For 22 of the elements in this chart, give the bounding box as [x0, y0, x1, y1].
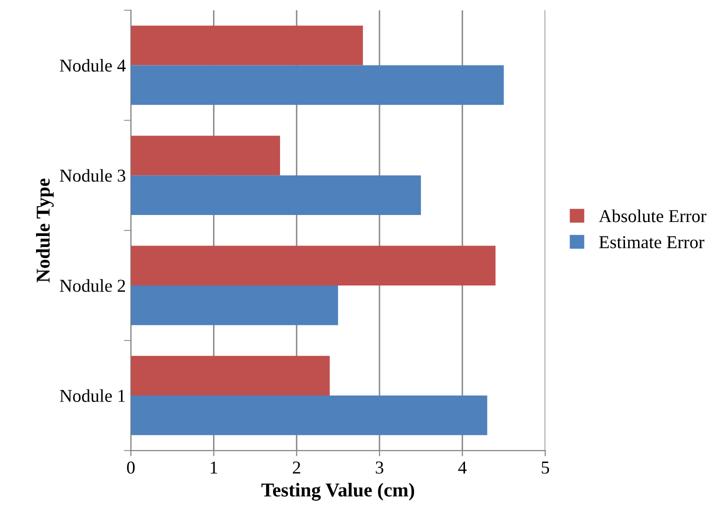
legend-label: Estimate Error [599, 236, 704, 248]
legend-label: Absolute Error [598, 210, 706, 222]
x-tick-label: 1 [210, 462, 218, 474]
bar [130, 175, 421, 215]
y-tick-label: Nodule 4 [60, 59, 126, 72]
x-tick-label: 5 [542, 462, 550, 474]
bar [130, 246, 496, 286]
x-tick-label: 4 [458, 462, 467, 474]
bar [130, 136, 280, 176]
y-tick-label: Nodule 3 [60, 169, 126, 182]
bar [130, 26, 363, 66]
x-tick-label: 3 [376, 462, 384, 474]
y-axis-title: Nodule Type [36, 178, 54, 282]
bar [130, 396, 488, 436]
bar [130, 65, 504, 105]
bar [130, 356, 330, 396]
x-tick-label: 2 [292, 462, 300, 474]
x-tick-label: 0 [127, 462, 135, 474]
y-tick-label: Nodule 2 [60, 279, 125, 292]
bar [130, 285, 338, 326]
y-tick-label: Nodule 1 [60, 389, 125, 402]
x-axis-title: Testing Value (cm) [261, 482, 414, 501]
